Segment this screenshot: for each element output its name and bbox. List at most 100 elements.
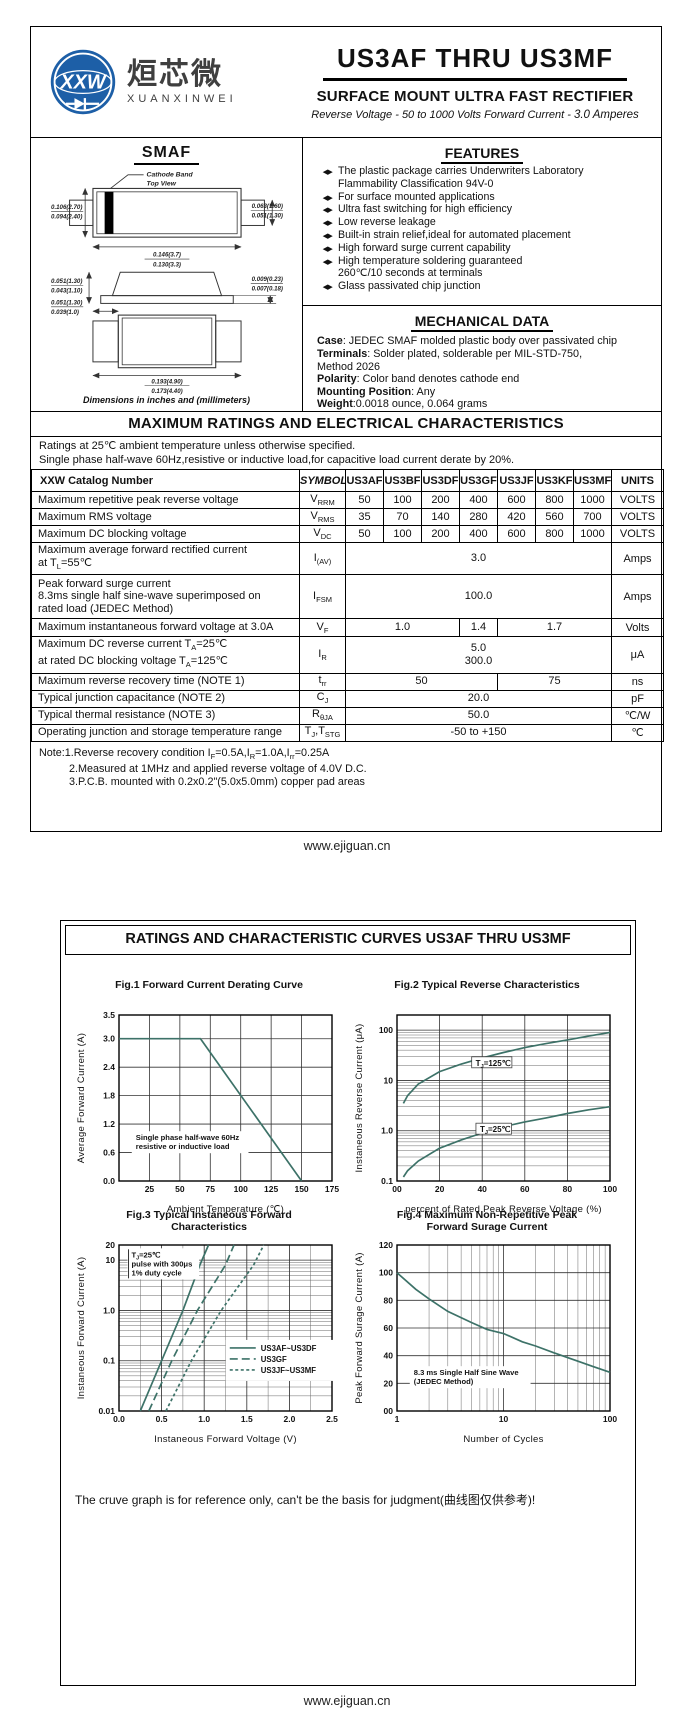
parameter-label: Peak forward surge current 8.3ms single h… xyxy=(31,574,300,620)
dim-topview-left-max: 0.106(2.70) xyxy=(51,204,82,211)
part-column-header: US3DF xyxy=(421,469,460,492)
unit-cell: Amps xyxy=(611,541,664,576)
parameter-label: Maximum RMS voltage xyxy=(31,508,300,526)
value-cell: 100.0 xyxy=(345,574,612,620)
svg-text:100: 100 xyxy=(603,1184,617,1194)
dim-side-left-max: 0.051(1.30) xyxy=(51,278,82,285)
value-cell: 3.0 xyxy=(345,541,612,576)
dim-bottom-width-max: 0.193(4.90) xyxy=(151,378,182,385)
svg-text:1.5: 1.5 xyxy=(241,1414,253,1424)
value-cell: 800 xyxy=(535,525,574,543)
symbol-cell: IR xyxy=(299,636,346,674)
symbol-cell: VRRM xyxy=(299,491,346,509)
symbol-cell: trr xyxy=(299,672,346,691)
value-cell: 1.0 xyxy=(345,618,460,638)
value-cell: 70 xyxy=(383,508,422,526)
svg-text:60: 60 xyxy=(384,1323,394,1333)
symbol-cell: VDC xyxy=(299,525,346,543)
value-cell: -50 to +150 xyxy=(345,723,612,742)
cathode-band-callout: Cathode Band xyxy=(146,172,193,179)
mechanical-entry: Terminals: Solder plated, solderable per… xyxy=(317,348,583,373)
logo-chinese-name: 烜芯微 xyxy=(127,58,223,91)
footer-url: www.ejiguan.cn xyxy=(303,839,391,853)
parameter-label: Maximum repetitive peak reverse voltage xyxy=(31,491,300,509)
table-row: Maximum repetitive peak reverse voltage V… xyxy=(31,491,664,509)
fig2-title: Fig.2 Typical Reverse Characteristics xyxy=(394,979,580,991)
dim-side-left-min: 0.043(1.10) xyxy=(51,288,82,295)
brand-logo: XXW 烜芯微 XUANXINWEI xyxy=(31,46,299,118)
symbols-header: SYMBOLS xyxy=(299,469,346,492)
svg-text:Instaneous Forward Voltage (V): Instaneous Forward Voltage (V) xyxy=(154,1434,297,1445)
feature-item: Built-in strain relief,ideal for automat… xyxy=(325,229,653,242)
table-row: Maximum DC blocking voltage VDC 50 100 200 40… xyxy=(31,525,664,543)
dim-bottom-tab-min: 0.039(1.0) xyxy=(51,309,79,316)
svg-text:50: 50 xyxy=(175,1184,185,1194)
svg-text:Single phase half-wave 60Hz: Single phase half-wave 60Hz xyxy=(136,1133,240,1142)
value-cell: 35 xyxy=(345,508,384,526)
mechanical-lines: Case: JEDEC SMAF molded plastic body ove… xyxy=(303,333,661,411)
page-2: RATINGS AND CHARACTERISTIC CURVES US3AF … xyxy=(60,920,636,1686)
svg-text:TJ=25℃: TJ=25℃ xyxy=(132,1250,161,1261)
value-cell: 400 xyxy=(459,491,498,509)
top-view-callout: Top View xyxy=(146,181,176,188)
value-cell: 600 xyxy=(497,491,536,509)
table-row: Operating junction and storage temperatu… xyxy=(31,723,664,742)
svg-text:Number of Cycles: Number of Cycles xyxy=(463,1434,543,1445)
table-row: Maximum RMS voltage VRMS 35 70 140 280 420 560 7… xyxy=(31,508,664,526)
svg-text:175: 175 xyxy=(325,1184,339,1194)
fig1-title: Fig.1 Forward Current Derating Curve xyxy=(115,979,303,991)
package-name: SMAF xyxy=(133,144,200,165)
tagline: Reverse Voltage - 50 to 1000 Volts Forwa… xyxy=(299,109,651,121)
fig4-title: Fig.4 Maximum Non-Repetitive Peak Forwar… xyxy=(396,1209,578,1233)
value-cell: 50 xyxy=(345,525,384,543)
value-cell: 200 xyxy=(421,491,460,509)
table-row: Typical thermal resistance (NOTE 3) RθJA 5… xyxy=(31,706,664,725)
symbol-cell: TJ,TSTG xyxy=(299,723,346,742)
fig1-chart: 25 50 75 100 125 150 175 0.0 0.6 1.2 1.8 2.4 3.0 3.5 A… xyxy=(76,1010,339,1215)
part-column-header: US3KF xyxy=(535,469,574,492)
table-row: Maximum DC reverse current TA=25℃ at rate… xyxy=(31,636,664,674)
parameter-label: Operating junction and storage temperatu… xyxy=(31,723,300,742)
legend-label: US3AF~US3DF xyxy=(261,1344,317,1353)
mechanical-entry: Weight:0.0018 ounce, 0.064 grams xyxy=(317,398,488,411)
symbol-cell: VF xyxy=(299,618,346,638)
svg-text:10: 10 xyxy=(384,1075,394,1085)
value-cell: 50.0 xyxy=(345,706,612,725)
dim-topview-width-min: 0.130(3.3) xyxy=(153,261,181,268)
tagline-value: 3.0 Amperes xyxy=(573,109,639,121)
feature-item: The plastic package carries Underwriters… xyxy=(325,165,653,191)
svg-text:100: 100 xyxy=(379,1268,393,1278)
svg-text:Instaneous Reverse Current (μA: Instaneous Reverse Current (μA) xyxy=(354,1024,365,1173)
series-surge-current xyxy=(396,1272,611,1374)
svg-text:1: 1 xyxy=(395,1414,400,1424)
svg-text:1.0: 1.0 xyxy=(198,1414,210,1424)
symbol-cell: RθJA xyxy=(299,706,346,725)
symbol-cell: IFSM xyxy=(299,574,346,620)
svg-text:10: 10 xyxy=(106,1255,116,1265)
table-row: Typical junction capacitance (NOTE 2) CJ 2… xyxy=(31,689,664,708)
svg-text:8.3 ms Single Half Sine Wave: 8.3 ms Single Half Sine Wave xyxy=(414,1368,519,1377)
notes-section: Note:1.Reverse recovery condition IF=0.5… xyxy=(31,742,661,794)
svg-text:0.0: 0.0 xyxy=(103,1176,115,1186)
svg-text:80: 80 xyxy=(563,1184,573,1194)
fig3-chart: 0.0 0.5 1.0 1.5 2.0 2.5 0.01 0.1 1.0 10 20 Instaneo… xyxy=(76,1240,344,1445)
svg-text:0.01: 0.01 xyxy=(98,1406,115,1416)
part-column-header: US3MF xyxy=(573,469,612,492)
value-cell: 280 xyxy=(459,508,498,526)
svg-text:00: 00 xyxy=(392,1184,402,1194)
table-row: Maximum instantaneous forward voltage at… xyxy=(31,618,664,638)
fig3-title: Fig.3 Typical Instaneous Forward Charact… xyxy=(126,1209,292,1233)
columns-section: SMAF Cathode Band Top View xyxy=(31,138,661,411)
svg-text:0.1: 0.1 xyxy=(103,1356,115,1366)
value-cell: 800 xyxy=(535,491,574,509)
svg-text:20: 20 xyxy=(106,1240,116,1250)
logo-monogram: XXW xyxy=(59,72,108,94)
note-line: Note:1.Reverse recovery condition IF=0.5… xyxy=(39,746,330,761)
svg-text:00: 00 xyxy=(384,1406,394,1416)
svg-text:100: 100 xyxy=(379,1025,393,1035)
parameter-label: Maximum reverse recovery time (NOTE 1) xyxy=(31,672,300,691)
svg-text:Instaneous Forward Current (A): Instaneous Forward Current (A) xyxy=(76,1257,87,1400)
parameter-label: Typical junction capacitance (NOTE 2) xyxy=(31,689,300,708)
